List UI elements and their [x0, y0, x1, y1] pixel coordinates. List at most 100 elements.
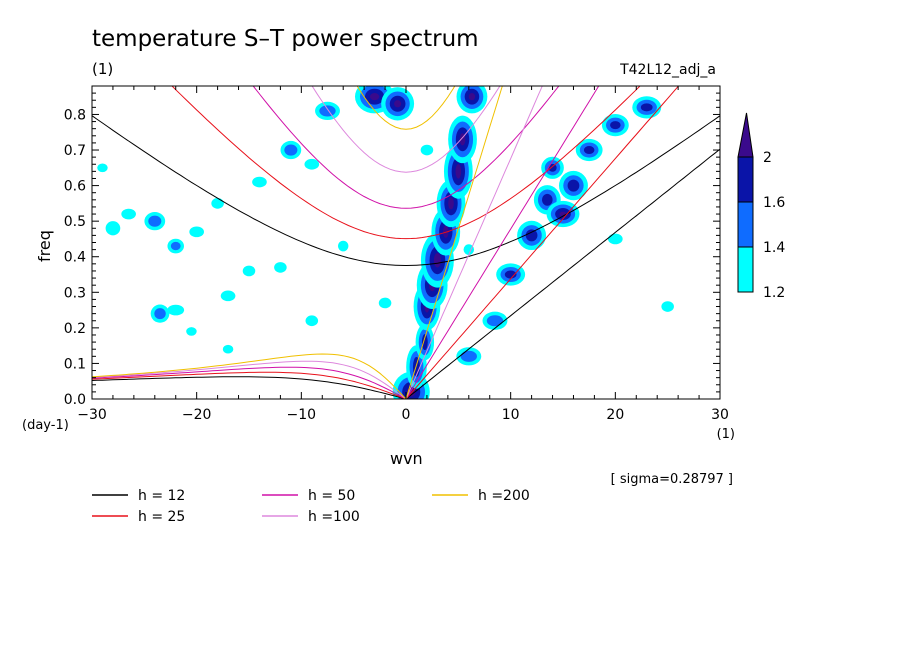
- colorbar-label: 1.4: [763, 240, 785, 256]
- shaded-region-38-level-1: [167, 304, 185, 316]
- shaded-region-36-level-2: [319, 105, 336, 117]
- y-tick-label: 0.5: [64, 214, 86, 230]
- colorbar-segment-2: [737, 156, 754, 203]
- plot-frame: [91, 85, 721, 400]
- shaded-region-40-level-1: [186, 327, 197, 336]
- shaded-region-30-level-1: [220, 290, 236, 302]
- shaded-region-28-level-1: [189, 226, 204, 238]
- y-tick-label: 0.0: [64, 392, 86, 408]
- x-tick-label: 20: [606, 407, 624, 423]
- shaded-region-39-level-2: [154, 308, 166, 320]
- shaded-region-32-level-1: [252, 176, 267, 188]
- y-tick-label: 0.1: [64, 356, 86, 372]
- shaded-region-13-level-2: [460, 350, 477, 362]
- shaded-region-18-level-3: [548, 163, 557, 172]
- inertia-gravity-h100: [311, 86, 501, 173]
- shaded-region-43-level-1: [378, 297, 392, 309]
- x-tick-label: −30: [77, 407, 107, 423]
- shaded-regions: [97, 86, 674, 399]
- subtitle-left: (1): [92, 60, 113, 78]
- inertia-gravity-h25: [171, 86, 641, 240]
- legend: h = 12 h = 25 h = 50 h =100 h =200: [92, 488, 530, 525]
- shaded-region-33-level-1: [274, 262, 287, 273]
- colorbar-label: 2: [763, 150, 772, 166]
- x-tick-label: −20: [182, 407, 212, 423]
- y-axis-label: freq: [35, 230, 54, 262]
- colorbar: 1.2 1.4 1.6 2: [737, 112, 785, 301]
- shaded-region-8-level-4: [455, 164, 462, 179]
- x-tick-label: 0: [402, 407, 411, 423]
- y-tick-label: 0.4: [64, 250, 86, 266]
- shaded-region-21-level-3: [583, 146, 595, 155]
- shaded-region-11-level-4: [369, 93, 380, 101]
- x-tick-label: 30: [711, 407, 729, 423]
- legend-label-h25: h = 25: [138, 509, 185, 525]
- colorbar-arrow: [737, 112, 754, 158]
- shaded-region-17-level-3: [542, 193, 553, 206]
- kelvin-wave-h12: [405, 148, 720, 399]
- shaded-region-45-level-1: [463, 244, 475, 255]
- inertia-gravity-h50: [252, 86, 560, 209]
- colorbar-label: 1.2: [763, 285, 785, 301]
- shaded-region-23-level-3: [640, 103, 653, 112]
- kelvin-wave-h200: [405, 86, 503, 399]
- shaded-region-10-level-4: [468, 93, 476, 101]
- shaded-region-7-level-4: [448, 197, 454, 210]
- rossby-wave-h50: [92, 366, 407, 399]
- shaded-region-47-level-1: [661, 301, 674, 312]
- legend-label-h100: h =100: [308, 509, 360, 525]
- inertia-gravity-h12: [92, 115, 720, 267]
- shaded-region-20-level-3: [567, 179, 580, 192]
- rossby-wave-h200: [92, 353, 407, 399]
- shaded-region-46-level-1: [608, 233, 623, 245]
- y-tick-label: 0.6: [64, 179, 86, 195]
- shaded-region-42-level-1: [305, 315, 319, 327]
- shaded-region-2-level-3: [421, 334, 428, 351]
- sigma-note: [ sigma=0.28797 ]: [611, 472, 733, 487]
- shaded-region-27-level-2: [170, 241, 181, 251]
- legend-label-h12: h = 12: [138, 488, 185, 504]
- shaded-region-14-level-2: [486, 315, 504, 327]
- legend-label-h50: h = 50: [308, 488, 355, 504]
- dispersion-curves: [92, 86, 720, 399]
- shaded-region-48-level-1: [97, 163, 108, 173]
- shaded-region-31-level-1: [242, 265, 256, 277]
- x-tick-label: −10: [287, 407, 317, 423]
- rossby-wave-h12: [92, 376, 407, 399]
- shaded-region-37-level-1: [337, 240, 349, 252]
- kelvin-wave-h50: [405, 86, 600, 399]
- y-tick-label: 0.3: [64, 285, 86, 301]
- legend-label-h200: h =200: [478, 488, 530, 504]
- kelvin-wave-h100: [405, 86, 543, 399]
- x-tick-label: 10: [502, 407, 520, 423]
- shaded-region-26-level-2: [148, 215, 162, 227]
- subtitle-right: T42L12_adj_a: [619, 62, 716, 78]
- x-axis-label: wvn: [390, 449, 423, 468]
- shaded-region-44-level-1: [420, 144, 434, 156]
- colorbar-segment-0: [737, 246, 754, 293]
- shaded-region-16-level-3: [525, 229, 538, 242]
- y-tick-label: 0.7: [64, 143, 86, 159]
- rossby-wave-h25: [92, 371, 407, 399]
- shaded-region-5-level-4: [433, 253, 441, 268]
- shaded-region-41-level-1: [222, 344, 234, 354]
- shaded-region-34-level-2: [284, 144, 298, 156]
- colorbar-label: 1.6: [763, 195, 785, 211]
- axis-ticks: −30 −20 −10 0 10 20 30 0.0 0.1 0.2 0.3 0.4 0.5 0.6 0.7…: [64, 85, 729, 423]
- rossby-wave-h100: [92, 360, 407, 399]
- shaded-region-12-level-4: [394, 100, 402, 108]
- y-tick-label: 0.2: [64, 321, 86, 337]
- y-unit-label: (day-1): [22, 418, 69, 433]
- shaded-region-24-level-1: [105, 221, 121, 236]
- shaded-region-25-level-1: [121, 208, 136, 220]
- chart-title: temperature S–T power spectrum: [92, 26, 479, 52]
- kelvin-wave-h25: [405, 86, 680, 399]
- shaded-region-29-level-1: [211, 198, 224, 209]
- colorbar-segment-1: [737, 201, 754, 248]
- y-tick-label: 0.8: [64, 107, 86, 123]
- x-unit-label: (1): [717, 427, 735, 442]
- shaded-region-22-level-3: [610, 121, 621, 130]
- shaded-region-15-level-3: [504, 270, 517, 279]
- shaded-region-35-level-1: [304, 158, 320, 170]
